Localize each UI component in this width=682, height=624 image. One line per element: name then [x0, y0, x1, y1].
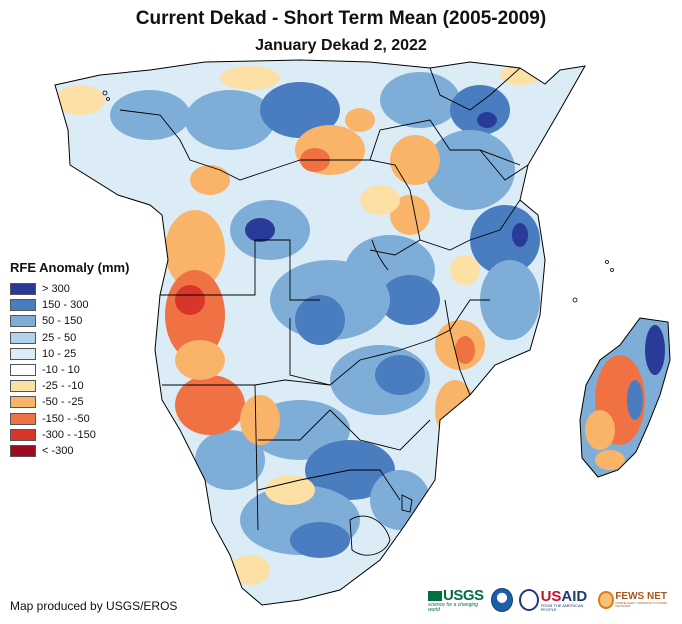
island [610, 268, 614, 272]
legend-label: 50 - 150 [42, 315, 83, 328]
legend-title: RFE Anomaly (mm) [10, 260, 130, 275]
legend-label: -50 - -25 [42, 396, 84, 409]
legend-item: -50 - -25 [10, 394, 160, 410]
legend-swatch [10, 364, 36, 377]
madagascar-coastline [579, 317, 671, 478]
legend-label: < -300 [42, 444, 74, 457]
map-subtitle: January Dekad 2, 2022 [255, 37, 427, 54]
legend-item: 10 - 25 [10, 346, 160, 362]
fews-seal-icon [597, 591, 615, 609]
island [605, 260, 609, 264]
legend-item: < -300 [10, 443, 160, 459]
legend-label: 150 - 300 [42, 299, 89, 312]
border-botswana [258, 409, 331, 441]
usaid-logo: USAID FROM THE AMERICAN PEOPLE [518, 587, 594, 612]
legend-item: 150 - 300 [10, 297, 160, 313]
legend-swatch [10, 380, 36, 393]
island [102, 90, 108, 96]
fews-net-logo: FEWS NET FAMINE EARLY WARNING SYSTEMS NE… [597, 591, 676, 609]
legend-label: -300 - -150 [42, 428, 96, 441]
legend-swatch [10, 331, 36, 344]
border-cameroon-car [119, 109, 301, 181]
legend-items: > 300 150 - 300 50 - 150 25 - 50 10 - 25 -10 … [10, 281, 160, 459]
usaid-seal-icon [518, 589, 539, 611]
country-borders [119, 67, 529, 556]
legend-label: 25 - 50 [42, 331, 77, 344]
fews-tagline: FAMINE EARLY WARNING SYSTEMS NETWORK [615, 601, 668, 608]
fews-name: FEWS NET [615, 591, 667, 602]
island [572, 297, 578, 303]
legend-swatch [10, 396, 36, 409]
legend: RFE Anomaly (mm) > 300 150 - 300 50 - 150 2… [10, 260, 160, 459]
islands [102, 90, 614, 303]
legend-swatch [10, 347, 36, 360]
legend-item: -150 - -50 [10, 411, 160, 427]
partner-logos: USGS science for a changing world USAID … [428, 586, 676, 614]
legend-swatch [10, 299, 36, 312]
island [106, 97, 110, 101]
border-angola-drc [160, 239, 320, 301]
border-ethiopia [429, 67, 521, 111]
legend-item: 25 - 50 [10, 330, 160, 346]
border-eswatini [401, 494, 413, 513]
usaid-name-suffix: AID [561, 587, 588, 605]
legend-item: -300 - -150 [10, 427, 160, 443]
usaid-name-prefix: US [540, 587, 562, 605]
border-tanzania-north [369, 199, 521, 256]
legend-label: 10 - 25 [42, 347, 77, 360]
legend-label: -10 - 10 [42, 364, 80, 377]
border-zimbabwe [329, 409, 431, 451]
legend-swatch [10, 283, 36, 296]
credit-text: Map produced by USGS/EROS [10, 599, 178, 613]
lake-tanganyika-edge [371, 239, 389, 271]
border-south-africa [257, 469, 401, 501]
border-uganda [369, 159, 421, 241]
legend-swatch [10, 444, 36, 457]
usgs-tagline: science for a changing world [428, 601, 479, 613]
border-angola-namibia [162, 379, 331, 386]
legend-item: > 300 [10, 281, 160, 297]
border-lesotho [349, 515, 391, 556]
legend-label: -150 - -50 [42, 412, 90, 425]
legend-item: 50 - 150 [10, 313, 160, 329]
legend-swatch [10, 315, 36, 328]
legend-label: -25 - -10 [42, 380, 84, 393]
noaa-logo-icon [490, 588, 513, 612]
map-title: Current Dekad - Short Term Mean (2005-20… [135, 8, 547, 29]
legend-swatch [10, 428, 36, 441]
border-malawi [444, 299, 471, 396]
border-zambia [289, 318, 401, 386]
usgs-mark-icon [428, 590, 442, 601]
border-somalia [479, 149, 529, 181]
usaid-tagline: FROM THE AMERICAN PEOPLE [540, 602, 584, 612]
legend-swatch [10, 412, 36, 425]
legend-item: -10 - 10 [10, 362, 160, 378]
usgs-logo: USGS science for a changing world [428, 588, 485, 613]
legend-label: > 300 [42, 283, 70, 296]
usgs-name: USGS [443, 586, 484, 604]
legend-item: -25 - -10 [10, 378, 160, 394]
border-namibia-botswana [254, 384, 259, 531]
